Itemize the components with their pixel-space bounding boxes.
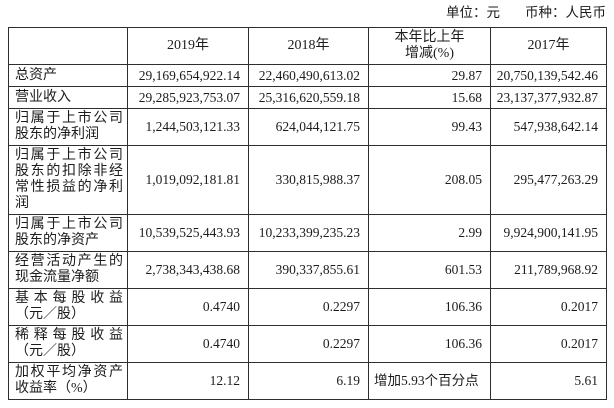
value-change: 15.68	[368, 86, 491, 109]
value-2019: 1,019,092,181.81	[127, 145, 249, 215]
value-2017: 5.61	[490, 362, 607, 400]
value-2017: 23,137,377,932.87	[490, 86, 607, 109]
row-label: 加权平均净资产收益率（%）	[8, 362, 128, 400]
value-2019: 0.4740	[127, 288, 249, 326]
value-2019: 10,539,525,443.93	[127, 214, 249, 252]
value-change: 601.53	[368, 251, 491, 289]
table-row: 归属于上市公司股东的扣除非经常性损益的净利润 1,019,092,181.81 …	[8, 145, 607, 215]
value-2019: 1,244,503,121.33	[127, 108, 249, 146]
value-2018: 390,337,855.61	[248, 251, 369, 289]
value-2018: 0.2297	[248, 325, 369, 363]
value-change: 106.36	[368, 325, 491, 363]
value-2018: 624,044,121.75	[248, 108, 369, 146]
value-2018: 6.19	[248, 362, 369, 400]
table-row: 稀释每股收益（元／股） 0.4740 0.2297 106.36 0.2017	[8, 325, 607, 363]
value-2019: 29,169,654,922.14	[127, 64, 249, 87]
value-change: 29.87	[368, 64, 491, 87]
value-2018: 330,815,988.37	[248, 145, 369, 215]
currency-label: 币种：人民币	[525, 5, 606, 20]
value-2018: 25,316,620,559.18	[248, 86, 369, 109]
value-2018: 0.2297	[248, 288, 369, 326]
value-2017: 211,789,968.92	[490, 251, 607, 289]
value-change: 2.99	[368, 214, 491, 252]
table-row: 加权平均净资产收益率（%） 12.12 6.19 增加5.93个百分点 5.61	[8, 362, 607, 400]
value-2019: 2,738,343,438.68	[127, 251, 249, 289]
value-2017: 20,750,139,542.46	[490, 64, 607, 87]
financial-summary-table: 2019年 2018年 本年比上年 增减(%) 2017年 总资产 29,169…	[8, 27, 607, 400]
row-label: 经营活动产生的现金流量净额	[8, 251, 128, 289]
value-2017: 547,938,642.14	[490, 108, 607, 146]
value-change: 208.05	[368, 145, 491, 215]
row-label: 归属于上市公司股东的扣除非经常性损益的净利润	[8, 145, 128, 215]
value-2017: 0.2017	[490, 288, 607, 326]
table-row: 归属于上市公司股东的净利润 1,244,503,121.33 624,044,1…	[8, 108, 607, 146]
row-label: 稀释每股收益（元／股）	[8, 325, 128, 363]
unit-line: 单位：元 币种：人民币	[8, 5, 606, 21]
unit-label: 单位：元	[446, 5, 501, 20]
value-change: 99.43	[368, 108, 491, 146]
header-change: 本年比上年 增减(%)	[368, 27, 491, 65]
header-2017: 2017年	[490, 27, 607, 65]
table-row: 基本每股收益（元／股） 0.4740 0.2297 106.36 0.2017	[8, 288, 607, 326]
value-change: 增加5.93个百分点	[368, 362, 491, 400]
value-2019: 0.4740	[127, 325, 249, 363]
row-label: 营业收入	[8, 86, 128, 109]
header-2018: 2018年	[248, 27, 369, 65]
value-2019: 29,285,923,753.07	[127, 86, 249, 109]
table-row: 归属于上市公司股东的净资产 10,539,525,443.93 10,233,3…	[8, 214, 607, 252]
row-label: 基本每股收益（元／股）	[8, 288, 128, 326]
value-2018: 10,233,399,235.23	[248, 214, 369, 252]
row-label: 总资产	[8, 64, 128, 87]
value-change: 106.36	[368, 288, 491, 326]
table-row: 总资产 29,169,654,922.14 22,460,490,613.02 …	[8, 64, 607, 87]
value-2017: 9,924,900,141.95	[490, 214, 607, 252]
table-row: 营业收入 29,285,923,753.07 25,316,620,559.18…	[8, 86, 607, 109]
row-label: 归属于上市公司股东的净利润	[8, 108, 128, 146]
value-2017: 0.2017	[490, 325, 607, 363]
row-label: 归属于上市公司股东的净资产	[8, 214, 128, 252]
table-row: 经营活动产生的现金流量净额 2,738,343,438.68 390,337,8…	[8, 251, 607, 289]
header-2019: 2019年	[127, 27, 249, 65]
header-row: 2019年 2018年 本年比上年 增减(%) 2017年	[8, 27, 607, 65]
value-2019: 12.12	[127, 362, 249, 400]
value-2018: 22,460,490,613.02	[248, 64, 369, 87]
corner-header	[8, 27, 128, 65]
value-2017: 295,477,263.29	[490, 145, 607, 215]
